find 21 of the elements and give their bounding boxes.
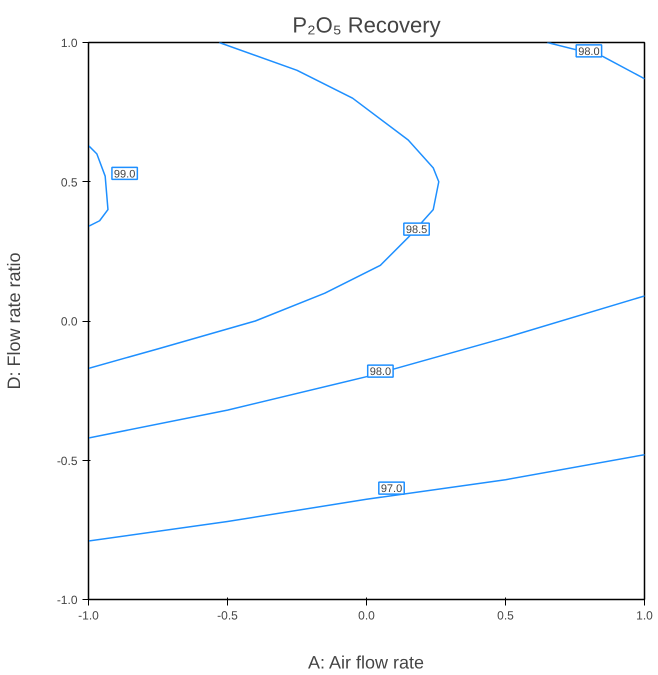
x-tick-label: 0.0 <box>358 608 376 622</box>
y-tick-label: -0.5 <box>56 454 78 468</box>
y-tick-label: 0.0 <box>60 314 78 328</box>
line-series <box>88 144 109 228</box>
line-series <box>88 295 644 439</box>
x-tick-label: -1.0 <box>78 608 100 622</box>
annotation: 99.0 <box>114 168 136 180</box>
annotation: 98.0 <box>578 46 600 58</box>
chart-title: P₂O₅ Recovery <box>292 12 441 38</box>
annotation: 98.0 <box>370 366 392 378</box>
annotation: 98.5 <box>406 224 428 236</box>
line-series <box>88 454 644 542</box>
y-axis-title: D: Flow rate ratio <box>4 252 24 390</box>
x-axis-title: A: Air flow rate <box>308 652 424 672</box>
x-tick-label: -0.5 <box>217 608 238 622</box>
x-tick-label: 0.5 <box>497 608 514 622</box>
y-tick-label: 1.0 <box>60 36 78 50</box>
annotation: 97.0 <box>380 483 402 496</box>
x-tick-label: 1.0 <box>636 608 654 622</box>
y-tick-label: -1.0 <box>56 593 78 607</box>
y-tick-label: 0.5 <box>60 175 78 190</box>
